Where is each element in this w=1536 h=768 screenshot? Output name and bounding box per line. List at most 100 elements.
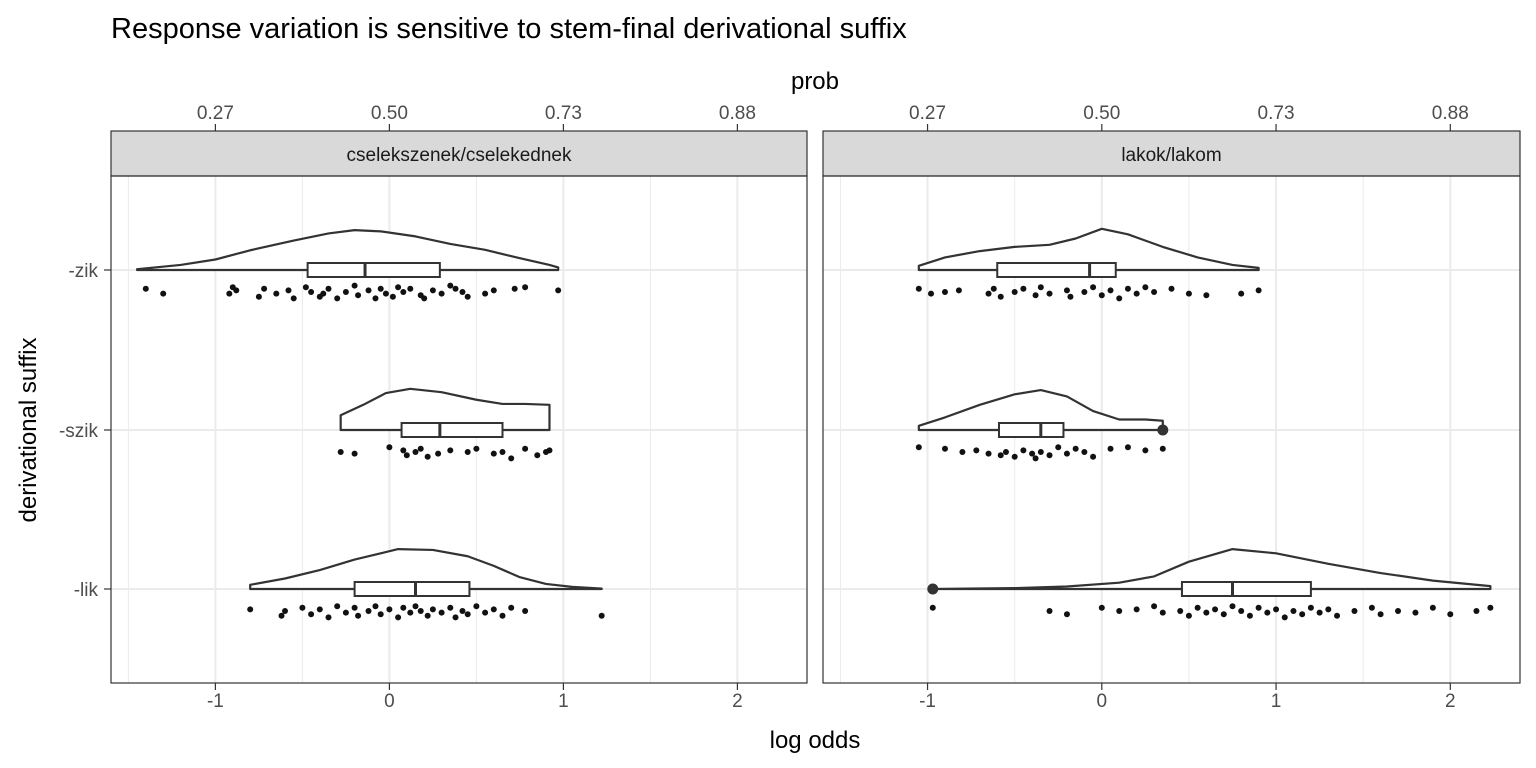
data-point [400, 604, 407, 611]
data-point [372, 295, 379, 302]
data-point [598, 612, 605, 619]
y-tick-label: -lik [74, 580, 99, 601]
data-point [282, 608, 288, 614]
data-point [1090, 284, 1097, 291]
data-point [308, 289, 315, 295]
data-point [142, 285, 149, 292]
outlier-point [1157, 424, 1169, 436]
data-point [325, 614, 332, 621]
data-point [417, 445, 424, 452]
data-point [1325, 606, 1332, 613]
x-tick-label: 2 [732, 691, 743, 712]
data-point [1203, 292, 1210, 299]
x-tick-label: -1 [919, 691, 936, 712]
iqr-box [997, 422, 1065, 438]
data-point [1351, 608, 1358, 614]
data-point [1142, 447, 1149, 454]
data-point [1107, 445, 1114, 452]
data-point [386, 606, 393, 613]
data-point [915, 285, 922, 292]
data-point [511, 285, 518, 292]
group-zik [915, 227, 1262, 302]
data-point [1429, 604, 1436, 611]
x-tick-label: 1 [1271, 691, 1282, 712]
data-point [1124, 444, 1131, 451]
density-cloud [917, 227, 1260, 272]
data-point [377, 285, 384, 292]
data-point [1246, 612, 1253, 619]
data-point [1011, 289, 1018, 295]
data-point [1307, 604, 1314, 611]
data-point [424, 453, 431, 460]
data-point [233, 287, 240, 294]
data-point [424, 612, 431, 619]
data-point [386, 444, 393, 451]
data-point [482, 609, 489, 616]
data-point [534, 452, 541, 459]
iqr-box [400, 422, 504, 438]
data-point [1011, 453, 1018, 460]
panel-border [822, 175, 1521, 684]
data-point [273, 290, 280, 297]
data-point [1255, 287, 1262, 294]
data-point [522, 608, 529, 614]
data-point [400, 289, 407, 295]
data-point [351, 604, 358, 611]
data-point [452, 285, 459, 292]
data-point [1168, 285, 1175, 292]
data-point [412, 449, 419, 455]
data-point [1029, 450, 1036, 457]
data-point [1081, 449, 1088, 455]
density-cloud [931, 548, 1492, 591]
data-point [407, 285, 414, 292]
data-point [959, 449, 966, 455]
data-point [247, 606, 254, 613]
data-point [473, 603, 480, 610]
data-point [1159, 609, 1166, 616]
data-point [447, 447, 454, 454]
data-point [1368, 604, 1375, 611]
data-point [1107, 287, 1114, 294]
data-point [464, 449, 471, 455]
panel-border [110, 175, 808, 684]
y-tick-label: -szik [59, 421, 99, 442]
data-point [459, 608, 466, 614]
data-point [1098, 604, 1105, 611]
data-point [1229, 603, 1236, 610]
x-tick-label: 1 [558, 691, 569, 712]
data-point [1212, 606, 1219, 613]
data-point [337, 449, 344, 455]
data-point [261, 285, 268, 292]
data-point [435, 450, 442, 457]
data-point [1255, 604, 1262, 611]
data-point [334, 295, 341, 302]
data-point [1334, 612, 1341, 619]
iqr-box [353, 581, 471, 597]
data-point [1098, 292, 1105, 299]
secondary-x-tick-label: 0.73 [545, 103, 582, 124]
facet-panel-0: cselekszenek/cselekednek -1 0 1 2 0.27 0.50 0.7… [110, 103, 808, 712]
facet-strip [822, 130, 1521, 177]
density-cloud [339, 387, 551, 432]
data-point [429, 287, 436, 294]
data-point [1037, 449, 1044, 455]
secondary-x-tick-label: 0.50 [371, 103, 408, 124]
data-point [1046, 452, 1053, 459]
data-point [285, 287, 292, 294]
facet-strip-label: cselekszenek/cselekednek [347, 145, 572, 166]
data-point [334, 603, 341, 610]
data-point [1473, 608, 1480, 614]
group-szik [337, 387, 553, 462]
data-point [1046, 290, 1053, 297]
chart-title: Response variation is sensitive to stem-… [111, 13, 907, 45]
data-point [395, 614, 402, 621]
data-point [490, 287, 497, 294]
facet-panel-1: lakok/lakom -1 0 1 2 0.27 0.50 0.73 0.88 [822, 103, 1521, 712]
data-point [490, 450, 497, 457]
data-point [382, 290, 389, 297]
data-point [499, 612, 506, 619]
facet-strip [110, 130, 808, 177]
data-point [990, 285, 997, 292]
iqr-box [996, 262, 1117, 278]
data-point [351, 282, 358, 289]
